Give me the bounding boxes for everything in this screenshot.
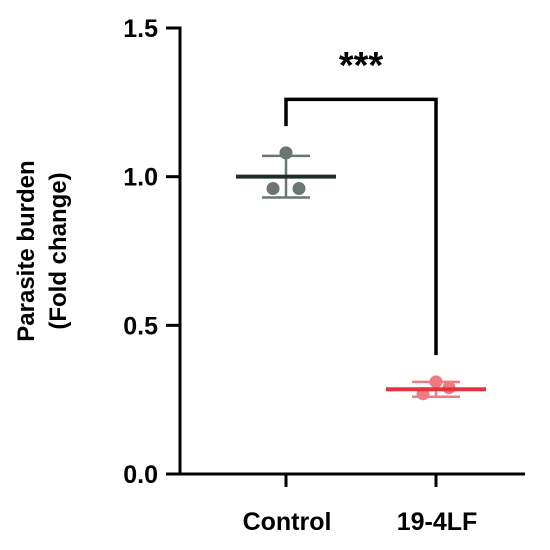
x-tick-label: Control	[243, 508, 332, 536]
significance-bracket: ***	[284, 45, 438, 356]
significance-label: ***	[339, 45, 384, 87]
y-tick-label: 1.0	[123, 164, 158, 192]
y-tick-label: 0.5	[123, 312, 158, 340]
y-tick-label: 1.5	[123, 15, 158, 43]
series-19-4LF	[386, 375, 486, 401]
y-tick-label: 0.0	[123, 461, 158, 489]
x-tick-label: 19-4LF	[397, 508, 478, 536]
y-axis-label-line: (Fold change)	[45, 172, 72, 329]
data-point	[266, 182, 280, 196]
y-axis-label: Parasite burden (Fold change)	[13, 160, 72, 341]
y-axis: 0.0 0.5 1.0 1.5	[123, 15, 182, 489]
x-axis: Control 19-4LF	[178, 472, 525, 536]
y-axis-label-line: Parasite burden	[13, 160, 40, 341]
data-layer	[236, 146, 486, 401]
data-point	[292, 182, 306, 196]
significance-line	[284, 97, 438, 356]
series-Control	[236, 146, 336, 199]
